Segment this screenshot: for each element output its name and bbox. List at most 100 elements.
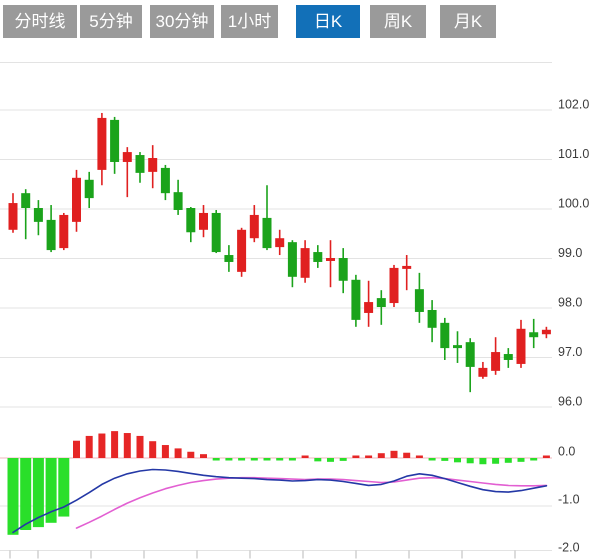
macd-histogram-bar	[111, 431, 119, 458]
candle-body	[541, 329, 551, 335]
candle-body	[59, 214, 69, 249]
candle-wick	[329, 240, 332, 288]
price-axis-label: 99.0	[558, 246, 582, 260]
candle-body	[427, 309, 437, 328]
macd-histogram-bar	[7, 458, 19, 535]
price-axis-label: 97.0	[558, 345, 582, 359]
tab-daily-k[interactable]: 日K	[296, 5, 360, 38]
macd-histogram-bar	[174, 448, 182, 458]
candle-body	[33, 208, 43, 222]
macd-histogram-bar	[263, 458, 271, 461]
macd-histogram-bar	[32, 458, 44, 528]
macd-axis-label: -2.0	[558, 540, 580, 554]
macd-histogram-bar	[492, 458, 500, 464]
macd-histogram-bar	[466, 458, 474, 464]
macd-histogram-bar	[517, 458, 525, 462]
macd-histogram-bar	[301, 455, 309, 458]
candle-body	[249, 214, 259, 239]
macd-histogram-bar	[327, 458, 334, 462]
candle-body	[84, 179, 94, 199]
timeframe-tabs: 分时线 5分钟 30分钟 1小时 日K 周K 月K	[0, 0, 604, 44]
dif-line	[12, 468, 548, 534]
macd-histogram-bar	[123, 433, 131, 458]
macd-histogram-bar	[339, 458, 347, 461]
candle-body	[338, 258, 348, 281]
macd-histogram-bar	[530, 458, 538, 461]
tab-minute-line[interactable]: 分时线	[3, 5, 77, 38]
macd-histogram-bar	[85, 435, 93, 458]
candle-wick	[380, 290, 383, 325]
macd-axis-label: 0.0	[558, 444, 575, 458]
macd-histogram-bar	[403, 452, 411, 458]
candle-wick	[126, 147, 129, 198]
price-axis-label: 102.0	[558, 97, 589, 111]
candle-body	[122, 152, 132, 162]
candle-body	[440, 322, 450, 349]
candle-body	[491, 352, 501, 371]
macd-histogram-bar	[441, 458, 449, 461]
candle-body	[275, 238, 285, 248]
macd-histogram-bar	[377, 453, 385, 458]
candle-body	[503, 354, 513, 360]
candle-body	[173, 192, 183, 210]
macd-histogram-bar	[390, 450, 398, 458]
price-axis-label: 96.0	[558, 394, 582, 408]
candle-wick	[405, 255, 408, 291]
candle-body	[160, 167, 170, 194]
candle-body	[313, 252, 323, 262]
macd-histogram-bar	[454, 458, 461, 463]
candle-body	[8, 203, 18, 230]
macd-histogram-bar	[250, 458, 258, 461]
macd-histogram-bar	[187, 451, 195, 458]
tab-5min[interactable]: 5分钟	[80, 5, 142, 38]
macd-histogram-bar	[314, 458, 322, 462]
candle-body	[287, 242, 297, 277]
candle-body	[135, 155, 145, 173]
macd-histogram-bar	[161, 445, 169, 458]
candle-body	[529, 332, 539, 338]
macd-histogram-bar	[288, 458, 296, 461]
candle-body	[97, 117, 107, 170]
candle-body	[326, 258, 335, 261]
candle-body	[465, 342, 475, 367]
macd-histogram-bar	[428, 458, 436, 461]
candle-body	[110, 119, 120, 162]
macd-histogram-bar	[200, 454, 207, 458]
macd-histogram-bar	[238, 458, 246, 461]
candle-body	[376, 298, 386, 308]
tab-1hour[interactable]: 1小时	[221, 5, 278, 38]
macd-histogram-bar	[542, 455, 550, 458]
macd-histogram-bar	[98, 433, 106, 458]
price-axis-label: 101.0	[558, 147, 589, 161]
macd-histogram-bar	[212, 458, 220, 461]
candle-body	[186, 208, 196, 233]
macd-histogram-bar	[58, 458, 70, 517]
macd-histogram-bar	[479, 458, 487, 465]
tab-weekly-k[interactable]: 周K	[370, 5, 426, 38]
macd-histogram-bar	[504, 458, 512, 463]
candle-body	[199, 212, 208, 230]
candle-body	[414, 289, 424, 312]
macd-histogram-bar	[276, 458, 284, 461]
candle-body	[224, 255, 234, 262]
candle-body	[300, 248, 310, 278]
price-axis-label: 100.0	[558, 196, 589, 210]
macd-histogram-bar	[73, 440, 80, 458]
candle-wick	[24, 189, 27, 240]
macd-histogram-bar	[149, 441, 157, 458]
candle-body	[262, 217, 272, 249]
candle-body	[21, 193, 31, 209]
tab-monthly-k[interactable]: 月K	[440, 5, 496, 38]
macd-histogram-bar	[45, 458, 57, 523]
candle-body	[72, 177, 81, 222]
candle-body	[402, 265, 412, 269]
macd-histogram-bar	[20, 458, 32, 530]
tab-30min[interactable]: 30分钟	[150, 5, 214, 38]
candle-wick	[266, 185, 268, 251]
candle-body	[46, 219, 56, 251]
candle-body	[237, 229, 247, 272]
price-axis-label: 98.0	[558, 295, 582, 309]
candle-body	[211, 212, 221, 253]
